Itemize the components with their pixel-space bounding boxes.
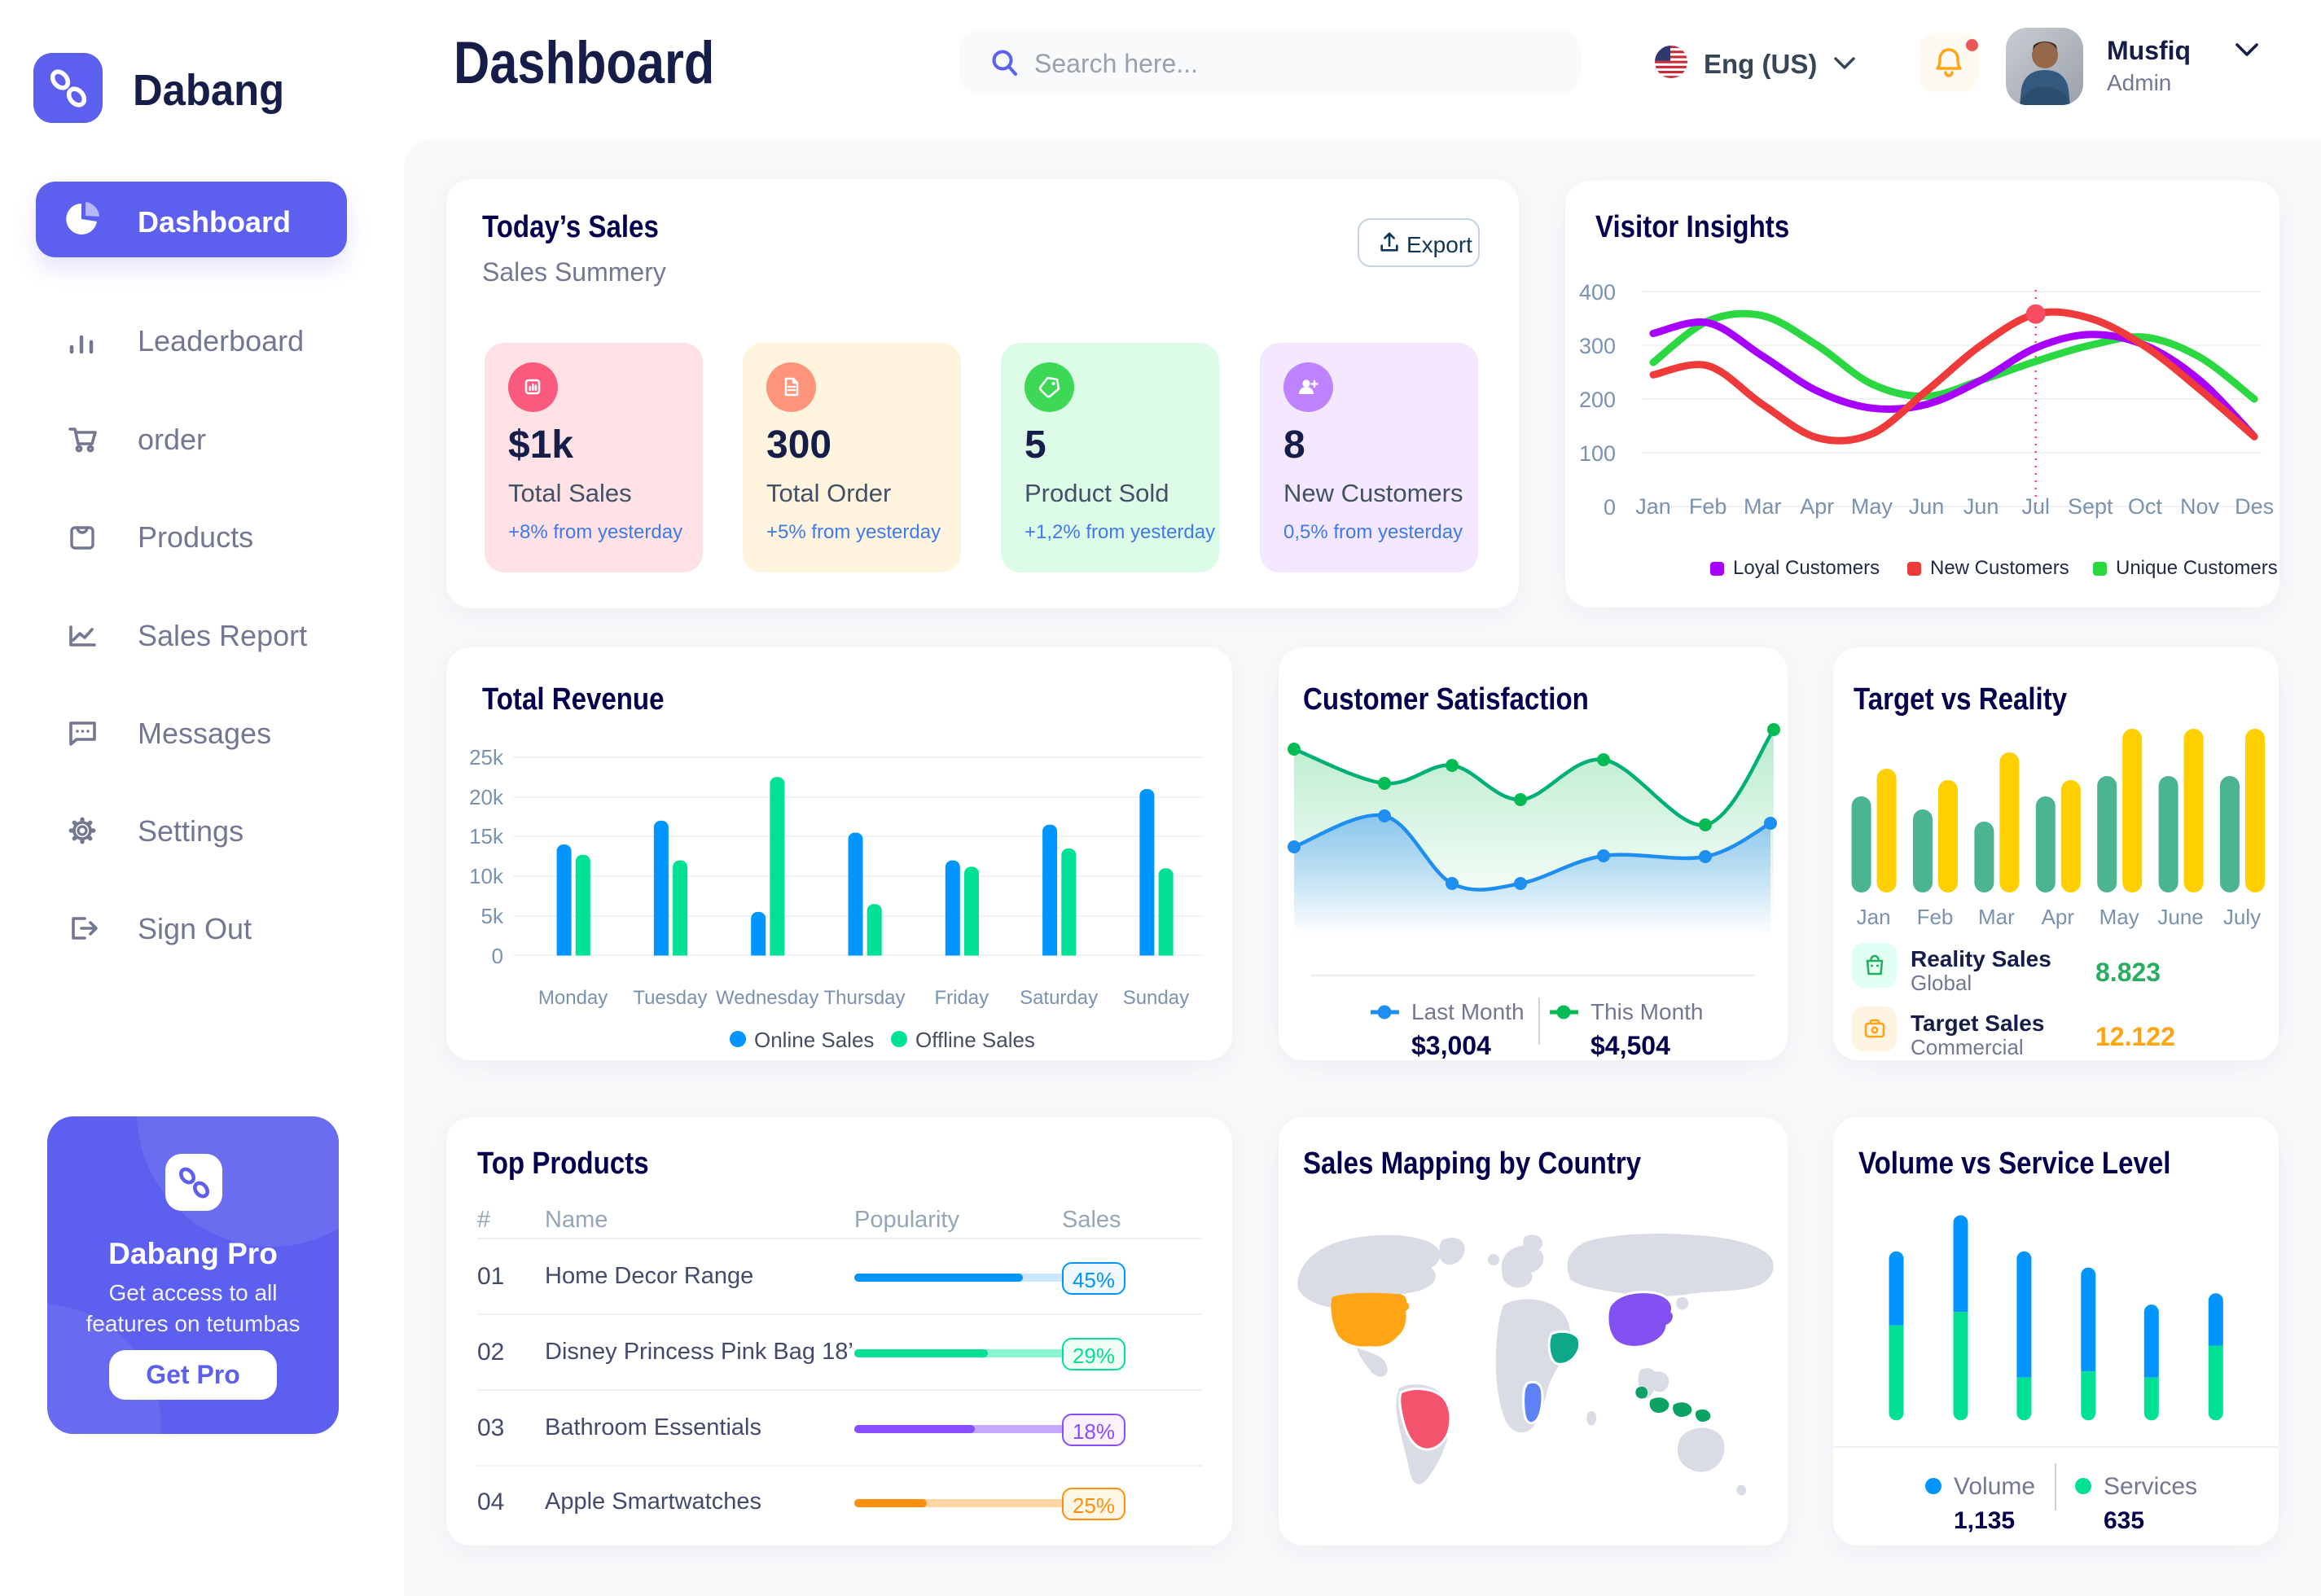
svg-text:635: 635: [2104, 1507, 2144, 1534]
svg-text:Jan: Jan: [1857, 905, 1891, 929]
svg-text:Sept: Sept: [2068, 494, 2113, 519]
svg-text:New Customers: New Customers: [1930, 557, 2069, 579]
svg-text:Offline Sales: Offline Sales: [915, 1028, 1035, 1052]
svg-text:300: 300: [1579, 334, 1616, 358]
svg-text:Feb: Feb: [1689, 494, 1727, 519]
svg-text:1,135: 1,135: [1954, 1507, 2015, 1534]
svg-text:Oct: Oct: [2128, 494, 2163, 519]
svg-text:5k: 5k: [481, 904, 504, 928]
svg-text:Feb: Feb: [1917, 905, 1954, 929]
svg-text:20k: 20k: [469, 785, 504, 809]
svg-text:10k: 10k: [469, 864, 504, 888]
svg-text:May: May: [1851, 494, 1893, 519]
svg-text:Apr: Apr: [2042, 905, 2075, 929]
svg-text:Des: Des: [2235, 494, 2274, 519]
svg-text:$3,004: $3,004: [1411, 1031, 1491, 1060]
svg-text:Apr: Apr: [1800, 494, 1834, 519]
svg-text:Last Month: Last Month: [1411, 999, 1525, 1024]
svg-text:Volume: Volume: [1954, 1473, 2035, 1500]
svg-text:100: 100: [1579, 441, 1616, 466]
svg-text:June: June: [2157, 905, 2203, 929]
svg-text:July: July: [2223, 905, 2261, 929]
svg-text:25k: 25k: [469, 745, 504, 770]
svg-text:15k: 15k: [469, 824, 504, 848]
svg-text:Online Sales: Online Sales: [754, 1028, 874, 1052]
svg-text:This Month: This Month: [1590, 999, 1704, 1024]
svg-text:Monday: Monday: [538, 987, 608, 1009]
svg-text:Mar: Mar: [1978, 905, 2015, 929]
svg-text:Friday: Friday: [934, 987, 989, 1009]
svg-text:0: 0: [492, 944, 503, 968]
svg-text:200: 200: [1579, 388, 1616, 412]
svg-text:400: 400: [1579, 280, 1616, 305]
svg-text:Services: Services: [2104, 1473, 2197, 1500]
svg-text:Sunday: Sunday: [1123, 987, 1189, 1009]
svg-text:$4,504: $4,504: [1590, 1031, 1670, 1060]
svg-text:0: 0: [1604, 495, 1616, 520]
svg-text:May: May: [2099, 905, 2139, 929]
svg-text:Jul: Jul: [2021, 494, 2050, 519]
svg-text:Wednesday: Wednesday: [716, 987, 818, 1009]
svg-text:Mar: Mar: [1744, 494, 1782, 519]
svg-text:Thursday: Thursday: [823, 987, 905, 1009]
svg-text:Jun: Jun: [1909, 494, 1945, 519]
svg-text:Unique Customers: Unique Customers: [2116, 557, 2278, 579]
svg-text:Jun: Jun: [1963, 494, 1999, 519]
svg-text:Tuesday: Tuesday: [633, 987, 707, 1009]
svg-text:Jan: Jan: [1635, 494, 1671, 519]
svg-text:Loyal Customers: Loyal Customers: [1733, 557, 1880, 579]
svg-text:Nov: Nov: [2180, 494, 2220, 519]
svg-text:Saturday: Saturday: [1020, 987, 1098, 1009]
